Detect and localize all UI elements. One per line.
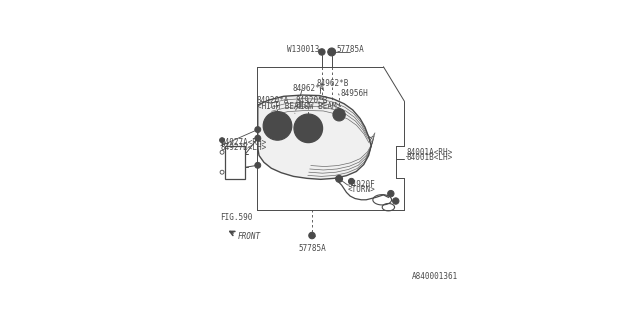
Circle shape <box>309 132 315 138</box>
Circle shape <box>255 162 260 168</box>
Text: A840001361: A840001361 <box>412 272 458 281</box>
Text: 84920*A: 84920*A <box>257 96 289 105</box>
Text: 84956H: 84956H <box>340 89 368 98</box>
Text: 84920F: 84920F <box>348 180 375 189</box>
Text: 57785A: 57785A <box>298 244 326 253</box>
Text: 84962*B: 84962*B <box>317 79 349 88</box>
Text: 84927B<LH>: 84927B<LH> <box>220 143 266 152</box>
Circle shape <box>333 108 345 121</box>
Text: 84962*A: 84962*A <box>292 84 324 93</box>
Text: 84001A<RH>: 84001A<RH> <box>407 148 453 157</box>
Text: FIG.590: FIG.590 <box>220 213 252 222</box>
Text: 84920*B: 84920*B <box>296 96 328 105</box>
Text: FRONT: FRONT <box>237 231 260 241</box>
Bar <box>225 146 246 179</box>
Circle shape <box>255 127 260 132</box>
Circle shape <box>328 48 335 56</box>
Text: <HIGH BEAM>: <HIGH BEAM> <box>257 102 307 111</box>
Polygon shape <box>258 95 371 179</box>
Text: 84001B<LH>: 84001B<LH> <box>407 153 453 162</box>
Circle shape <box>220 138 225 143</box>
Text: <LOW BEAM>: <LOW BEAM> <box>296 102 342 111</box>
Text: 84927A<RH>: 84927A<RH> <box>220 138 266 147</box>
Text: W130013: W130013 <box>287 45 319 54</box>
Circle shape <box>255 135 260 141</box>
Text: 57785A: 57785A <box>337 45 364 54</box>
Circle shape <box>392 198 399 204</box>
Circle shape <box>388 190 394 197</box>
Circle shape <box>263 112 292 140</box>
Circle shape <box>348 178 355 184</box>
Text: <TURN>: <TURN> <box>348 185 375 194</box>
Circle shape <box>319 49 325 55</box>
Circle shape <box>294 114 323 143</box>
Circle shape <box>335 175 342 182</box>
Circle shape <box>308 232 315 239</box>
